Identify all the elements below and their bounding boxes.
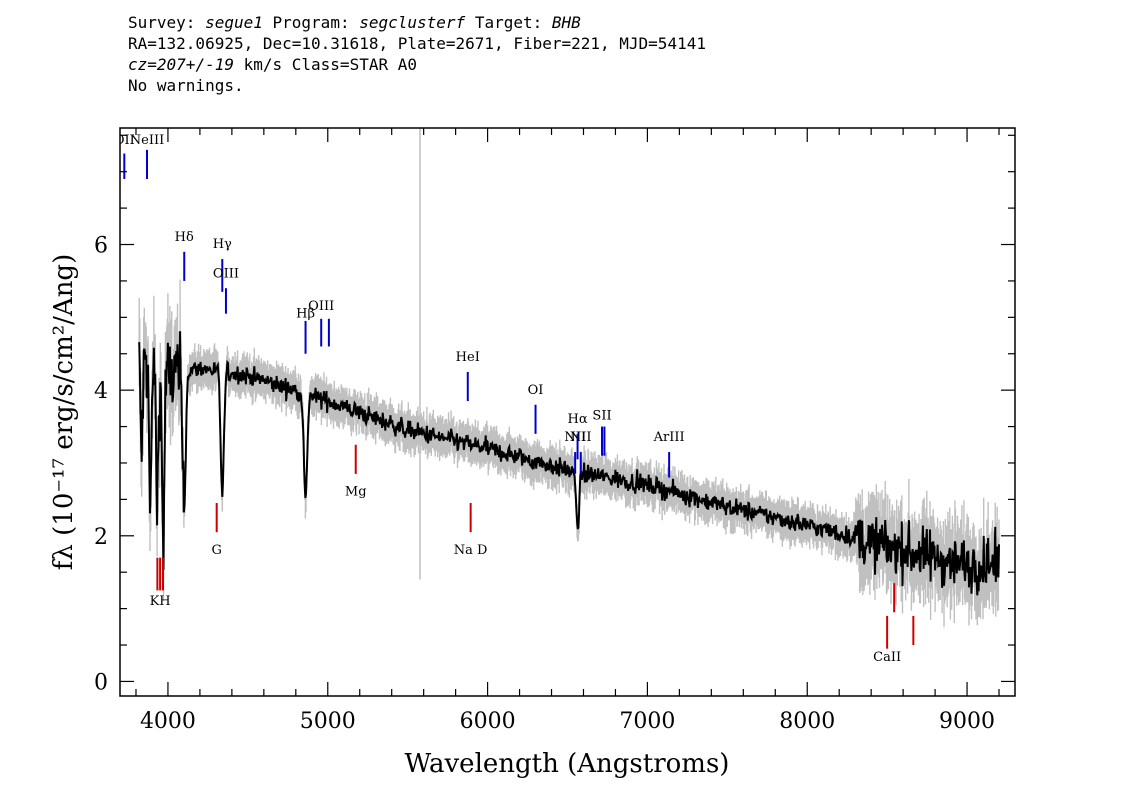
program-value: segclusterf xyxy=(359,13,466,32)
target-label: Target: xyxy=(474,13,543,32)
plot-frame xyxy=(119,127,1016,697)
y-axis-label: fλ (10⁻¹⁷ erg/s/cm²/Ang) xyxy=(49,254,79,570)
y-tick-label: 2 xyxy=(94,525,108,550)
absorption-line-label: KH xyxy=(150,594,171,609)
emission-line-label: OIII xyxy=(308,299,334,314)
emission-line-label: HeI xyxy=(456,350,480,365)
emission-line-label: SII xyxy=(592,408,611,423)
y-tick-label: 6 xyxy=(94,234,108,259)
x-axis-label: Wavelength (Angstroms) xyxy=(405,749,730,779)
emission-line-label: Hγ xyxy=(213,237,232,252)
spectrum-line xyxy=(138,331,1000,596)
class-text: km/s Class=STAR A0 xyxy=(233,55,417,74)
absorption-line-label: G xyxy=(211,543,221,558)
cz-value: 207+/-19 xyxy=(156,55,234,74)
x-tick-label: 8000 xyxy=(779,709,835,734)
emission-line-label: OII xyxy=(114,133,135,148)
emission-line-label: ArIII xyxy=(653,430,685,445)
absorption-line-label: Mg xyxy=(345,485,367,500)
program-label: Program: xyxy=(272,13,350,32)
target-value: BHB xyxy=(551,13,581,32)
emission-line-label: NII xyxy=(564,430,586,445)
x-axis: 4000 5000 6000 7000 8000 9000 xyxy=(135,128,1000,734)
emission-line-label: Hδ xyxy=(175,230,194,245)
absorption-line-label: CaII xyxy=(873,650,901,665)
emission-line-label: OI xyxy=(528,383,544,398)
y-tick-label: 4 xyxy=(94,379,108,404)
survey-value: segue1 xyxy=(205,13,263,32)
emission-line-label: OIII xyxy=(213,266,239,281)
x-tick-label: 7000 xyxy=(619,709,675,734)
absorption-line-label: Na D xyxy=(454,543,488,558)
emission-line-label: NeIII xyxy=(130,133,164,148)
emission-line-label: Hβ xyxy=(296,306,315,321)
x-tick-label: 4000 xyxy=(140,709,196,734)
error-band xyxy=(138,279,1000,628)
cz-label: cz= xyxy=(128,55,157,74)
header-line-warnings: No warnings. xyxy=(128,76,244,95)
x-tick-label: 6000 xyxy=(460,709,516,734)
emission-line-label: Hα xyxy=(568,412,588,427)
y-axis: 0 2 4 6 xyxy=(94,134,1015,695)
survey-label: Survey: xyxy=(128,13,196,32)
header-line-coordinates: RA=132.06925, Dec=10.31618, Plate=2671, … xyxy=(128,34,706,53)
emission-line-label: NII xyxy=(570,430,592,445)
header-line-survey: Survey: segue1 Program: segclusterf Targ… xyxy=(128,12,706,33)
y-tick-label: 0 xyxy=(94,670,108,695)
x-tick-label: 5000 xyxy=(300,709,356,734)
header-line-redshift: cz=207+/-19 km/s Class=STAR A0 xyxy=(128,54,706,75)
x-tick-label: 9000 xyxy=(939,709,995,734)
spectrum-header: Survey: segue1 Program: segclusterf Targ… xyxy=(128,12,706,96)
